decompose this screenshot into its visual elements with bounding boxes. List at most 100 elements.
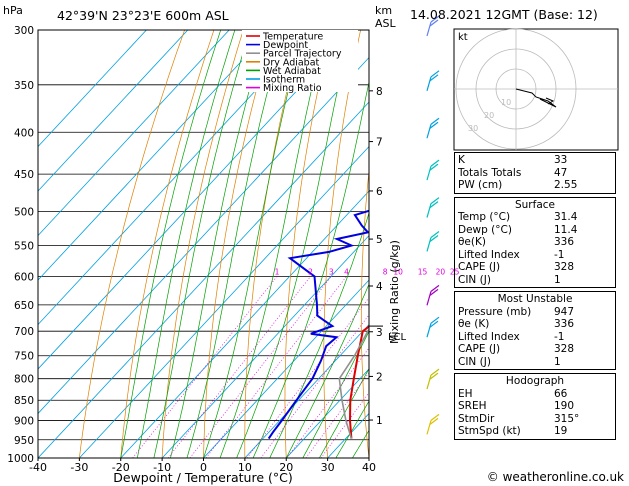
wet-adiabat-line [252,80,369,458]
surface-cin-value: 1 [554,273,561,286]
isotherm-line [38,30,230,237]
eh-value: 66 [554,387,568,400]
km-tick-label: 3 [376,327,383,339]
dry-adiabat-line [161,30,244,458]
mixing-ratio-line [305,372,369,458]
sreh-label: SREH [458,400,487,412]
isotherm-line [244,323,369,458]
wind-barb-flag [429,19,439,27]
pressure-tick-label: 900 [14,416,34,428]
mu-li-label: Lifted Index [458,330,520,343]
profiles [267,209,369,440]
mixing-ratio-axis-label: Mixing Ratio (g/kg) [388,240,401,344]
pressure-tick-label: 950 [14,435,34,447]
wet-adiabat-line [136,30,236,458]
wind-barb [426,413,440,435]
pw-label: PW (cm) [458,179,503,191]
km-tick-label: 4 [376,281,383,293]
wind-barb-staff [426,420,432,435]
surface-li-label: Lifted Index [458,248,520,261]
pressure-tick-label: 850 [14,395,34,407]
wind-barb-flag [430,15,440,23]
surface-thetae-label: θe(K) [458,236,486,248]
temperature-tick-label: -10 [153,461,171,474]
wind-barb-flag [430,230,440,238]
eh-label: EH [458,387,473,400]
km-tick-label: 6 [376,186,383,198]
wind-barb-flag [429,372,439,380]
wet-adiabat-line [302,330,369,458]
wind-barb-flag [430,117,440,125]
stats-panel: K 33 Totals Totals 47 PW (cm) 2.55 Surface … [454,152,616,443]
temperature-tick-label: -20 [112,461,130,474]
wind-barb-flag [430,316,440,324]
dry-adiabat-line [360,167,369,458]
height-unit-asl: ASL [375,17,397,30]
isotherm-line [38,57,369,415]
km-tick-label: 7 [376,137,383,149]
temperature-tick-label: 10 [238,461,252,474]
wind-barb-flag [429,163,439,171]
pressure-tick-label: 600 [14,271,34,283]
stmdir-label: StmDir [458,412,495,425]
wind-barb [426,230,440,252]
grid-lines [38,30,629,458]
legend-entry: Dry Adiabat [263,57,320,68]
mixing-ratio-tick-label: 10 [393,267,403,276]
wind-barb-flag [429,74,439,82]
temperature-tick-label: 20 [279,461,293,474]
profile-temperature [348,324,369,439]
mu-cape-label: CAPE (J) [458,343,501,355]
km-tick-label: 2 [376,371,383,383]
pressure-tick-label: 550 [14,240,34,252]
mu-cin-value: 1 [554,355,561,368]
pressure-tick-label: 650 [14,300,34,312]
hodograph-stats-title: Hodograph [505,375,565,387]
sreh-value: 190 [554,400,575,412]
isotherm-line [161,234,369,458]
wet-adiabat-line [120,30,222,458]
dry-adiabat-line [625,30,629,458]
mixing-ratio-tick-label: 4 [344,267,349,276]
mu-thetae-value: 336 [554,318,575,330]
wind-barb-flag [430,70,440,78]
pressure-tick-label: 350 [14,80,34,92]
lcl-label: LCL [388,332,407,343]
wind-barb [426,117,440,139]
wind-barb-staff [426,237,432,252]
mixing-ratio-line [189,276,332,458]
surface-cape-value: 328 [554,261,575,273]
isotherm-line [38,30,271,281]
surface-title: Surface [514,198,555,211]
surface-dewp-value: 11.4 [554,223,578,236]
wet-adiabat-line [153,30,251,458]
wet-adiabat-line [269,211,369,458]
pressure-tick-label: 450 [14,169,34,181]
wind-barb [426,368,440,390]
wet-adiabat-line [186,30,285,458]
profile-parcel-trajectory [338,328,369,439]
wind-barb-flag [430,159,440,167]
pressure-tick-label: 750 [14,351,34,363]
mixing-ratio-tick-label: 2 [308,267,313,276]
legend-entry: Wet Adiabat [263,66,321,77]
wind-barb-staff [426,291,432,306]
wind-barb [426,284,440,306]
dry-adiabat-line [120,30,215,458]
wind-barb-flag [429,121,439,129]
mu-pressure-value: 947 [554,305,575,318]
legend-entry: Mixing Ratio [263,83,322,94]
mixing-ratio-tick-label: 15 [418,267,428,276]
hodograph: kt 10 20 30 [453,28,619,151]
mu-thetae-label: θe (K) [458,318,490,330]
dry-adiabat-line [284,30,332,458]
mixing-ratio-tick-label: 3 [329,267,334,276]
temperature-ticks: -40 -30 -20 -10 0 10 20 30 40 [29,458,376,474]
wet-adiabat-line [219,30,326,458]
temperature-tick-label: -40 [29,461,47,474]
wind-barb-flag [430,413,440,421]
wind-barb [426,15,440,37]
